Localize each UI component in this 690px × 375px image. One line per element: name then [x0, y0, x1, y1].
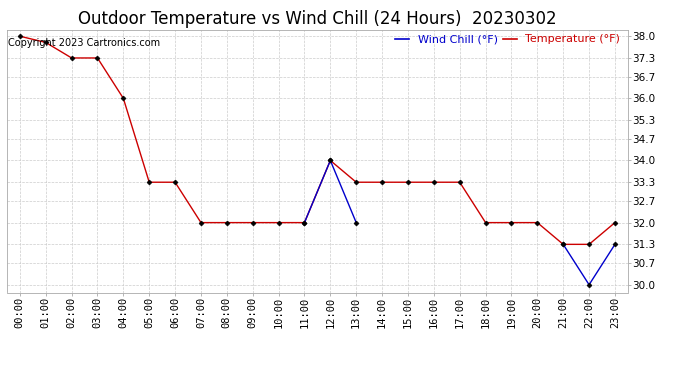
Legend: Wind Chill (°F), Temperature (°F): Wind Chill (°F), Temperature (°F)	[391, 30, 625, 49]
Title: Outdoor Temperature vs Wind Chill (24 Hours)  20230302: Outdoor Temperature vs Wind Chill (24 Ho…	[78, 10, 557, 28]
Text: Copyright 2023 Cartronics.com: Copyright 2023 Cartronics.com	[8, 38, 159, 48]
